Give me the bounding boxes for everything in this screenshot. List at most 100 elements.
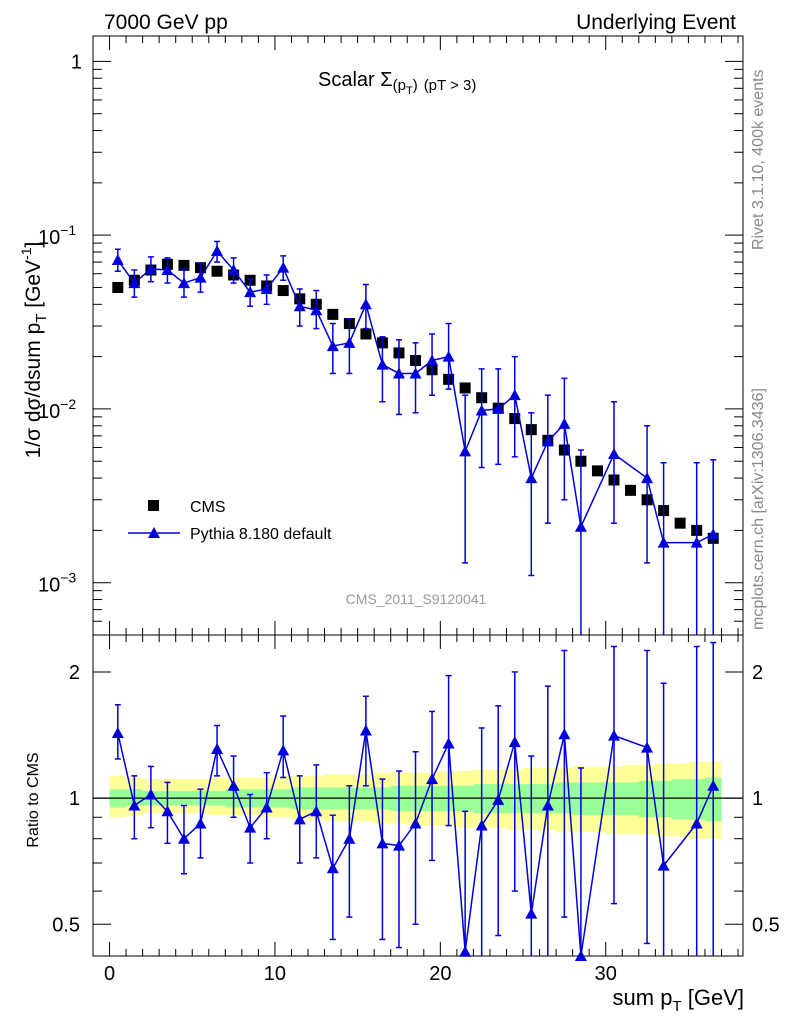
pythia-point <box>541 435 554 447</box>
pythia-point <box>607 448 620 460</box>
ratio-y-axis-label: Ratio to CMS <box>25 752 42 847</box>
pythia-line <box>117 249 714 544</box>
ratio-y-tick-label-left: 1 <box>69 788 80 810</box>
ratio-point <box>177 832 190 844</box>
pythia-point <box>508 389 521 401</box>
ratio-point <box>211 742 224 754</box>
y-tick-label: 10−2 <box>38 396 76 423</box>
ratio-point <box>508 736 521 748</box>
cms-point <box>591 465 603 477</box>
ratio-point <box>392 839 405 851</box>
pythia-point <box>459 445 472 457</box>
ratio-point <box>459 945 472 957</box>
plot-title-sub: (p <box>393 77 406 94</box>
y-axis-label: 1/σ dσ/dsum pT [GeV-1] <box>18 242 50 459</box>
ratio-series <box>111 641 720 961</box>
legend-pythia-label: Pythia 8.180 default <box>190 526 332 543</box>
legend-cms-marker <box>148 500 159 511</box>
pythia-point <box>260 282 273 294</box>
side-text-lower: mcplots.cern.ch [arXiv:1306.3436] <box>750 388 767 630</box>
ratio-point <box>227 779 240 791</box>
ratio-point <box>574 950 587 961</box>
plot-title-sub-end: ) <box>413 77 418 94</box>
ratio-y-tick-label-right: 2 <box>752 662 763 684</box>
pythia-point <box>326 340 339 352</box>
y-tick-label: 10−1 <box>38 222 76 249</box>
ratio-point <box>525 907 538 919</box>
y-tick-label: 10−3 <box>38 570 76 597</box>
ratio-point <box>426 773 439 785</box>
side-text-upper: Rivet 3.1.10, 400k events <box>750 69 767 250</box>
ratio-point <box>277 744 290 756</box>
x-tick-label: 10 <box>264 963 286 985</box>
ratio-point <box>326 862 339 874</box>
pythia-point <box>293 300 306 312</box>
ratio-point <box>690 817 703 829</box>
pythia-point <box>227 264 240 276</box>
ratio-point <box>409 817 422 829</box>
ratio-point <box>475 819 488 831</box>
x-axis-label: sum pT [GeV] <box>613 985 744 1015</box>
pythia-point <box>558 417 571 429</box>
pythia-point <box>475 404 488 416</box>
ratio-point <box>657 859 670 871</box>
cms-point <box>211 265 223 277</box>
analysis-watermark: CMS_2011_S9120041 <box>346 591 487 607</box>
pythia-point <box>409 367 422 379</box>
ratio-line <box>117 730 714 957</box>
pythia-point <box>310 304 323 316</box>
plot-title: Scalar Σ(pT) (pT > 3) <box>318 69 476 97</box>
plot-title-sub-t: T <box>406 85 413 97</box>
pythia-point <box>657 536 670 548</box>
x-tick-label: 30 <box>595 963 617 985</box>
cms-point <box>277 285 289 297</box>
legend: CMS Pythia 8.180 default <box>128 499 332 543</box>
ratio-point <box>641 741 654 753</box>
pythia-point <box>492 402 505 414</box>
header-right: Underlying Event <box>576 11 736 34</box>
ratio-point <box>244 821 257 833</box>
cms-point <box>674 517 686 529</box>
legend-pythia-marker <box>148 527 160 538</box>
pythia-point <box>277 261 290 273</box>
pythia-point <box>161 264 174 276</box>
pythia-point <box>690 536 703 548</box>
ratio-point <box>359 724 372 736</box>
ratio-point <box>541 799 554 811</box>
axis-ticks <box>93 36 743 956</box>
legend-cms-label: CMS <box>190 499 226 516</box>
pythia-point <box>111 253 124 265</box>
ratio-point <box>376 837 389 849</box>
cms-point <box>360 328 372 340</box>
main-plot-frame <box>92 35 744 636</box>
ratio-point <box>260 801 273 813</box>
cms-point <box>625 484 637 496</box>
pythia-point <box>211 245 224 257</box>
ratio-y-tick-label-left: 0.5 <box>52 914 80 936</box>
ratio-y-tick-label-right: 1 <box>752 788 763 810</box>
pythia-series <box>111 240 720 635</box>
pythia-point <box>525 472 538 484</box>
pythia-point <box>707 528 720 540</box>
pythia-point <box>343 336 356 348</box>
ratio-point <box>558 728 571 740</box>
x-tick-label: 20 <box>429 963 451 985</box>
header-left: 7000 GeV pp <box>104 11 228 34</box>
ratio-point <box>293 813 306 825</box>
pythia-point <box>574 520 587 532</box>
cms-point <box>459 382 471 394</box>
cms-point <box>178 259 190 271</box>
ratio-point <box>128 799 141 811</box>
ratio-point <box>442 737 455 749</box>
pythia-point <box>177 277 190 289</box>
ratio-point <box>194 817 207 829</box>
pythia-point <box>442 350 455 362</box>
ratio-point <box>343 832 356 844</box>
cms-point <box>327 308 339 320</box>
ratio-point <box>310 805 323 817</box>
pythia-point <box>128 277 141 289</box>
tick-labels: 0 10 20 30 1 10−1 10−2 10−3 2 2 1 1 0.5 0.5 <box>38 51 780 985</box>
y-tick-label: 1 <box>71 51 82 73</box>
ratio-point <box>607 729 620 741</box>
